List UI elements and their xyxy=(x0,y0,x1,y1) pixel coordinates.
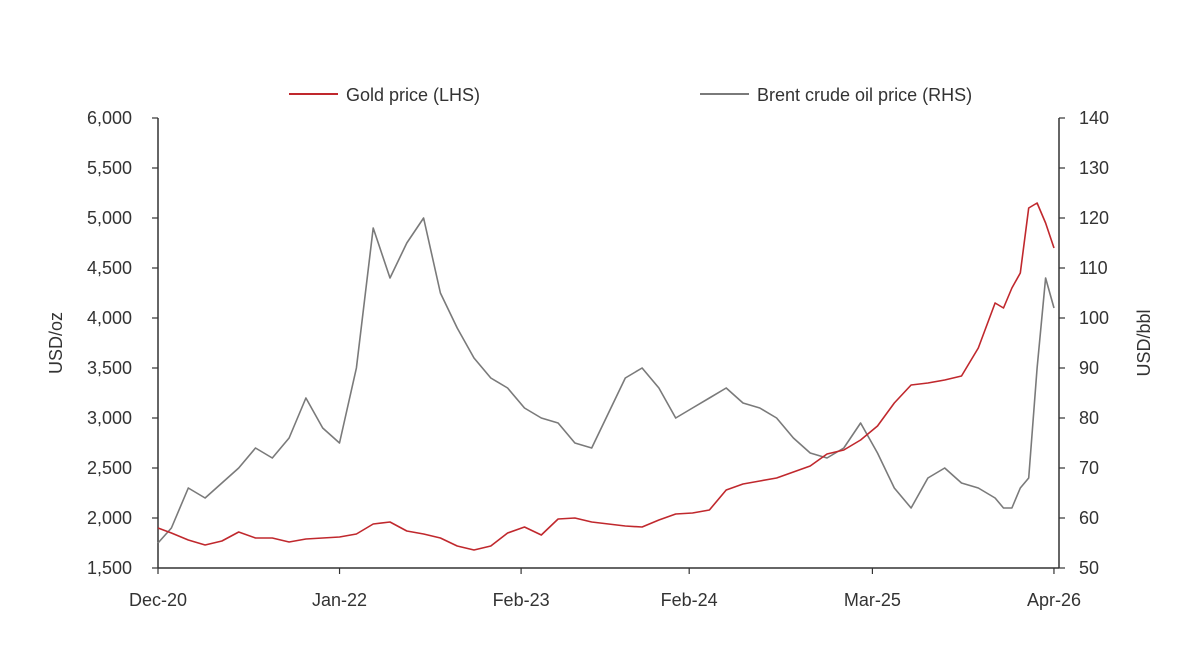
x-tick-label: Dec-20 xyxy=(129,590,187,610)
right-tick-label: 120 xyxy=(1079,208,1109,228)
x-axis-ticks: Dec-20 Jan-22 Feb-23 Feb-24 Mar-25 Apr-26 xyxy=(129,568,1081,610)
x-tick-label: Feb-23 xyxy=(493,590,550,610)
right-tick-label: 130 xyxy=(1079,158,1109,178)
right-tick-label: 110 xyxy=(1079,258,1108,278)
gold-price-line xyxy=(157,202,1055,551)
left-tick-label: 4,500 xyxy=(87,258,132,278)
left-tick-label: 4,000 xyxy=(87,308,132,328)
right-tick-label: 60 xyxy=(1079,508,1099,528)
left-tick-label: 3,000 xyxy=(87,408,132,428)
left-tick-label: 1,500 xyxy=(87,558,132,578)
x-tick-label: Mar-25 xyxy=(844,590,901,610)
x-tick-label: Jan-22 xyxy=(312,590,367,610)
left-tick-label: 6,000 xyxy=(87,108,132,128)
x-tick-label: Feb-24 xyxy=(661,590,718,610)
right-axis-ticks: 50 60 70 80 90 100 110 120 130 140 xyxy=(1059,108,1109,578)
legend: Gold price (LHS) Brent crude oil price (… xyxy=(289,85,972,105)
left-tick-label: 3,500 xyxy=(87,358,132,378)
left-tick-label: 5,000 xyxy=(87,208,132,228)
right-axis-title: USD/bbl xyxy=(1134,309,1154,376)
right-tick-label: 90 xyxy=(1079,358,1099,378)
right-tick-label: 70 xyxy=(1079,458,1099,478)
right-tick-label: 80 xyxy=(1079,408,1099,428)
left-axis-title: USD/oz xyxy=(46,312,66,374)
left-axis-ticks: 1,500 2,000 2,500 3,000 3,500 4,000 4,500 5,000… xyxy=(87,108,158,578)
x-tick-label: Apr-26 xyxy=(1027,590,1081,610)
left-tick-label: 5,500 xyxy=(87,158,132,178)
legend-oil-label: Brent crude oil price (RHS) xyxy=(757,85,972,105)
right-tick-label: 140 xyxy=(1079,108,1109,128)
brent-oil-price-line xyxy=(157,217,1055,544)
series-lines xyxy=(157,202,1055,551)
legend-gold-label: Gold price (LHS) xyxy=(346,85,480,105)
right-tick-label: 100 xyxy=(1079,308,1109,328)
left-tick-label: 2,000 xyxy=(87,508,132,528)
right-tick-label: 50 xyxy=(1079,558,1099,578)
left-tick-label: 2,500 xyxy=(87,458,132,478)
